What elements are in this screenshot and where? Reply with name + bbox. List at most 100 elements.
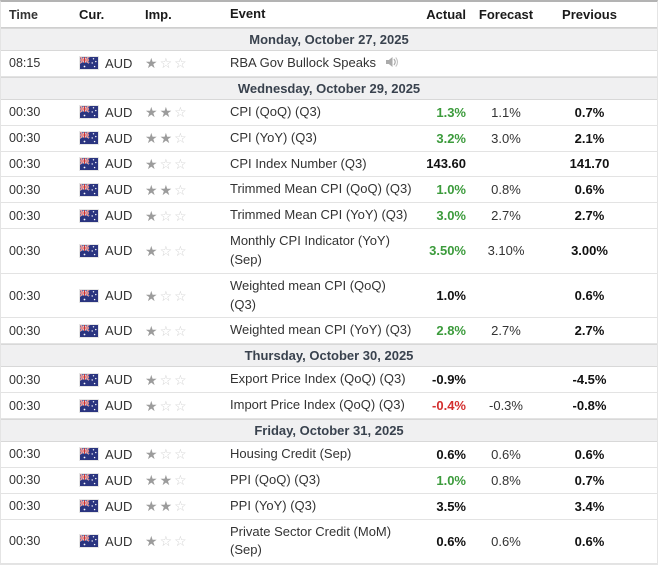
- currency-code: AUD: [105, 182, 133, 198]
- event-name[interactable]: CPI (YoY) (Q3): [230, 129, 317, 145]
- star-empty-icon: ☆: [159, 207, 175, 224]
- star-filled-icon: ★: [145, 287, 160, 304]
- star-empty-icon: ☆: [174, 322, 189, 339]
- event-row[interactable]: 00:30 AUD ★☆☆ Weighted mean CPI (YoY) (Q3)…: [1, 318, 657, 345]
- time-cell: 00:30: [9, 473, 41, 488]
- event-row[interactable]: 00:30 AUD ★★☆ PPI (QoQ) (Q3) 1.0% 0.8% 0.7%: [1, 468, 657, 494]
- event-name[interactable]: CPI Index Number (Q3): [230, 155, 367, 171]
- previous-value: -0.8%: [572, 398, 607, 414]
- col-header-importance: Imp.: [145, 7, 172, 22]
- importance-stars: ★☆☆: [139, 532, 226, 550]
- star-filled-icon: ★: [145, 155, 160, 172]
- event-row[interactable]: 00:30 AUD ★★☆ CPI (YoY) (Q3) 3.2% 3.0% 2.1%: [1, 126, 657, 152]
- event-row[interactable]: 00:30 AUD ★★☆ CPI (QoQ) (Q3) 1.3% 1.1% 0.7%: [1, 100, 657, 126]
- star-filled-icon: ★: [159, 472, 175, 489]
- event-row[interactable]: 00:30 AUD ★☆☆ Import Price Index (QoQ) (Q3…: [1, 393, 657, 419]
- importance-stars: ★☆☆: [139, 322, 226, 340]
- star-filled-icon: ★: [145, 242, 160, 259]
- currency-cell: AUD: [71, 103, 139, 122]
- time-cell: 00:30: [9, 131, 41, 146]
- currency-code: AUD: [105, 372, 133, 388]
- actual-value: 2.8%: [436, 323, 466, 339]
- previous-value: 0.7%: [574, 104, 605, 120]
- importance-stars: ★☆☆: [139, 242, 226, 260]
- time-cell: 00:30: [9, 156, 41, 171]
- event-name[interactable]: CPI (QoQ) (Q3): [230, 103, 322, 119]
- event-row[interactable]: 00:30 AUD ★☆☆ CPI Index Number (Q3) 143.60 1…: [1, 152, 657, 178]
- star-empty-icon: ☆: [174, 130, 189, 147]
- star-empty-icon: ☆: [159, 287, 175, 304]
- forecast-value: 3.10%: [487, 243, 525, 259]
- col-header-previous: Previous: [562, 7, 617, 22]
- time-cell: 00:30: [9, 534, 41, 549]
- australia-flag-icon: [79, 288, 99, 303]
- date-header-row: Thursday, October 30, 2025: [1, 344, 657, 368]
- star-empty-icon: ☆: [174, 181, 189, 198]
- star-empty-icon: ☆: [174, 287, 189, 304]
- event-name[interactable]: Export Price Index (QoQ) (Q3): [230, 371, 406, 387]
- date-header-label: Friday, October 31, 2025: [254, 422, 404, 438]
- event-name[interactable]: Housing Credit (Sep): [230, 445, 352, 461]
- col-header-actual: Actual: [426, 7, 466, 22]
- importance-stars: ★☆☆: [139, 54, 226, 72]
- time-cell: 00:30: [9, 447, 41, 462]
- previous-value: 2.1%: [574, 130, 605, 146]
- star-empty-icon: ☆: [174, 533, 189, 550]
- actual-value: 143.60: [426, 156, 466, 172]
- event-row[interactable]: 00:30 AUD ★☆☆ Export Price Index (QoQ) (Q3…: [1, 367, 657, 394]
- event-row[interactable]: 00:30 AUD ★☆☆ Monthly CPI Indicator (YoY) …: [1, 229, 657, 274]
- actual-value: 0.6%: [436, 533, 466, 549]
- actual-value: 3.50%: [429, 243, 466, 259]
- time-cell: 00:30: [9, 398, 41, 413]
- event-row[interactable]: 00:30 AUD ★☆☆ Housing Credit (Sep) 0.6% 0.6%…: [1, 442, 657, 468]
- forecast-value: 1.1%: [491, 104, 521, 120]
- event-cell: Trimmed Mean CPI (QoQ) (Q3): [226, 177, 421, 202]
- australia-flag-icon: [79, 182, 99, 197]
- event-name[interactable]: Trimmed Mean CPI (YoY) (Q3): [230, 207, 408, 223]
- importance-stars: ★☆☆: [139, 445, 226, 463]
- event-name[interactable]: RBA Gov Bullock Speaks: [230, 55, 376, 70]
- currency-cell: AUD: [71, 180, 139, 199]
- star-empty-icon: ☆: [174, 498, 189, 515]
- event-name[interactable]: Trimmed Mean CPI (QoQ) (Q3): [230, 181, 412, 197]
- currency-code: AUD: [105, 208, 133, 224]
- star-filled-icon: ★: [159, 498, 175, 515]
- currency-cell: AUD: [71, 370, 139, 389]
- forecast-value: -0.3%: [489, 398, 523, 414]
- currency-code: AUD: [105, 323, 133, 339]
- star-filled-icon: ★: [145, 55, 160, 72]
- previous-value: 0.6%: [574, 288, 605, 304]
- event-row[interactable]: 00:30 AUD ★☆☆ Weighted mean CPI (QoQ) (Q3)…: [1, 274, 657, 319]
- forecast-value: 2.7%: [491, 323, 521, 339]
- event-row[interactable]: 08:15 AUD ★☆☆ RBA Gov Bullock Speaks: [1, 51, 657, 77]
- event-name[interactable]: Weighted mean CPI (YoY) (Q3): [230, 322, 412, 338]
- previous-value: 3.00%: [571, 243, 608, 259]
- star-empty-icon: ☆: [159, 371, 175, 388]
- currency-cell: AUD: [71, 321, 139, 340]
- event-row[interactable]: 00:30 AUD ★★☆ Trimmed Mean CPI (QoQ) (Q3) 1…: [1, 177, 657, 204]
- previous-value: 0.6%: [574, 446, 605, 462]
- speaker-icon: [385, 56, 399, 68]
- event-row[interactable]: 00:30 AUD ★☆☆ Trimmed Mean CPI (YoY) (Q3) 3…: [1, 203, 657, 230]
- event-name[interactable]: Private Sector Credit (MoM) (Sep): [230, 523, 392, 558]
- star-filled-icon: ★: [145, 104, 160, 121]
- event-name[interactable]: PPI (YoY) (Q3): [230, 497, 317, 513]
- star-empty-icon: ☆: [174, 55, 189, 72]
- importance-stars: ★★☆: [139, 471, 226, 489]
- event-name[interactable]: Import Price Index (QoQ) (Q3): [230, 397, 405, 413]
- event-row[interactable]: 00:30 AUD ★★☆ PPI (YoY) (Q3) 3.5% 3.4%: [1, 494, 657, 520]
- australia-flag-icon: [79, 534, 99, 549]
- event-name[interactable]: Monthly CPI Indicator (YoY) (Sep): [230, 233, 390, 267]
- event-cell: Monthly CPI Indicator (YoY) (Sep): [226, 229, 421, 273]
- forecast-value: [466, 61, 546, 65]
- event-row[interactable]: 00:30 AUD ★☆☆ Private Sector Credit (MoM) …: [1, 520, 657, 565]
- currency-code: AUD: [105, 498, 133, 514]
- table-header-row: Time Cur. Imp. Event Actual Forecast Pre…: [1, 2, 657, 28]
- star-filled-icon: ★: [145, 130, 160, 147]
- event-name[interactable]: PPI (QoQ) (Q3): [230, 471, 321, 487]
- date-header-label: Thursday, October 30, 2025: [244, 348, 414, 364]
- star-filled-icon: ★: [159, 130, 175, 147]
- event-name[interactable]: Weighted mean CPI (QoQ) (Q3): [230, 277, 386, 312]
- col-header-time: Time: [9, 7, 38, 22]
- actual-value: 1.0%: [436, 288, 466, 304]
